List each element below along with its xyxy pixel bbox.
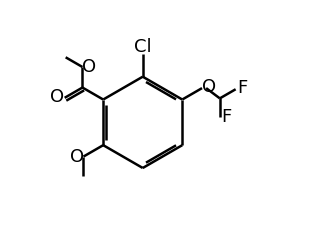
Text: F: F xyxy=(237,79,247,97)
Text: F: F xyxy=(221,108,231,126)
Text: Cl: Cl xyxy=(134,38,152,56)
Text: O: O xyxy=(82,58,96,76)
Text: O: O xyxy=(70,148,84,166)
Text: O: O xyxy=(50,88,64,106)
Text: O: O xyxy=(202,79,216,96)
